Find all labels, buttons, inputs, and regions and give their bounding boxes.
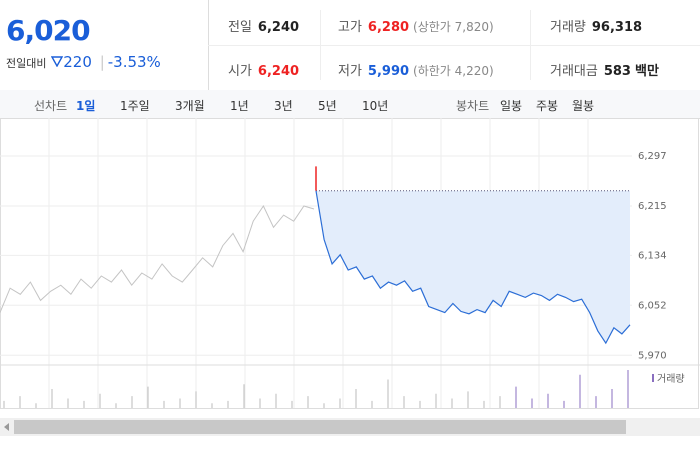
- stat-unit: 백만: [634, 64, 659, 79]
- tab[interactable]: 월봉: [572, 99, 595, 113]
- y-tick-label: 6,297: [638, 151, 667, 162]
- area: [316, 190, 630, 344]
- change-label: 전일대비: [6, 57, 47, 70]
- summary: 6,020 전일대비 220 | -3.53% 전일 6,240 고가 6,280 (상한…: [0, 0, 700, 91]
- legend-swatch: [652, 374, 654, 382]
- tab[interactable]: 1년: [230, 99, 249, 113]
- tab-group-label: 봉차트: [456, 99, 490, 113]
- stat-label: 거래대금: [550, 64, 598, 79]
- tab[interactable]: 3개월: [175, 99, 205, 113]
- tab-group-label: 선차트: [34, 99, 68, 113]
- quote: 6,020 전일대비 220 | -3.53%: [0, 0, 209, 90]
- stat-label: 저가: [338, 64, 362, 79]
- tab[interactable]: 일봉: [500, 99, 523, 113]
- stat-note: (하한가 4,220): [413, 64, 494, 78]
- tab[interactable]: 1주일: [120, 99, 150, 113]
- change-pct: -3.53%: [107, 53, 161, 71]
- stat: 거래대금 583 백만: [550, 60, 659, 79]
- scrollbar-thumb[interactable]: [14, 420, 626, 434]
- stat-label: 거래량: [550, 20, 586, 35]
- price-line: [315, 190, 631, 345]
- y-tick-label: 6,215: [638, 201, 667, 212]
- y-tick-label: 6,052: [638, 300, 667, 311]
- stat: 시가 6,240: [228, 60, 299, 79]
- stat-note: (상한가 7,820): [413, 20, 494, 34]
- tab[interactable]: 1일: [76, 99, 96, 113]
- change: 전일대비 220 | -3.53%: [6, 53, 161, 71]
- tab[interactable]: 주봉: [536, 99, 559, 113]
- scroll-left[interactable]: [4, 423, 9, 431]
- tab[interactable]: 10년: [362, 99, 389, 113]
- tab-bar: 선차트 1일 1주일 3개월 1년 3년 5년 10년 봉차트 일봉 주봉 월봉: [0, 90, 700, 119]
- stat-value: 6,240: [257, 64, 300, 79]
- y-tick-label: 5,970: [638, 350, 667, 361]
- stat: 저가 5,990 (하한가 4,220): [338, 60, 494, 79]
- price: 6,020: [6, 14, 91, 47]
- stat-value: 96,318: [591, 20, 643, 35]
- stat-label: 전일: [228, 20, 252, 35]
- stat-value: 6,240: [257, 20, 300, 35]
- stat: 고가 6,280 (상한가 7,820): [338, 16, 494, 35]
- plot-frame: [0, 118, 699, 409]
- prev-line: [0, 204, 315, 313]
- stat-value: 6,280: [367, 20, 410, 35]
- volume-legend: 거래량: [657, 373, 685, 385]
- stat-label: 시가: [228, 64, 252, 79]
- stat-value: 583: [603, 64, 631, 79]
- down-icon: [51, 56, 64, 68]
- tab[interactable]: 3년: [274, 99, 293, 113]
- tab[interactable]: 5년: [318, 99, 337, 113]
- change-value: 220: [63, 53, 92, 71]
- y-tick-label: 6,134: [638, 250, 667, 261]
- stat: 거래량 96,318: [550, 16, 642, 35]
- stat: 전일 6,240: [228, 16, 299, 35]
- stat-value: 5,990: [367, 64, 410, 79]
- chart: 6,2976,2156,1346,0525,970거래량10:0011:0012…: [0, 118, 700, 436]
- stat-label: 고가: [338, 20, 362, 35]
